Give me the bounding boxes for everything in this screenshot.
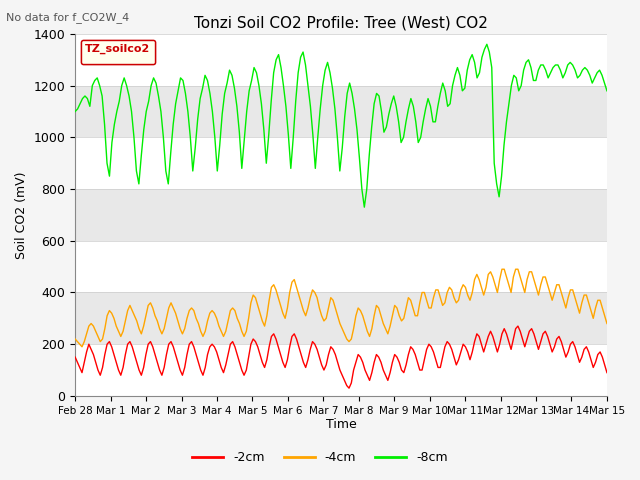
Bar xyxy=(75,292,607,344)
Bar xyxy=(75,137,607,189)
Bar xyxy=(75,344,607,396)
Bar xyxy=(75,85,607,137)
Bar xyxy=(75,34,607,85)
Text: No data for f_CO2W_4: No data for f_CO2W_4 xyxy=(6,12,130,23)
Title: Tonzi Soil CO2 Profile: Tree (West) CO2: Tonzi Soil CO2 Profile: Tree (West) CO2 xyxy=(194,15,488,30)
Legend: -2cm, -4cm, -8cm: -2cm, -4cm, -8cm xyxy=(187,446,453,469)
Bar xyxy=(75,241,607,292)
Legend:  xyxy=(81,39,155,64)
X-axis label: Time: Time xyxy=(326,419,356,432)
Bar xyxy=(75,189,607,241)
Y-axis label: Soil CO2 (mV): Soil CO2 (mV) xyxy=(15,171,28,259)
